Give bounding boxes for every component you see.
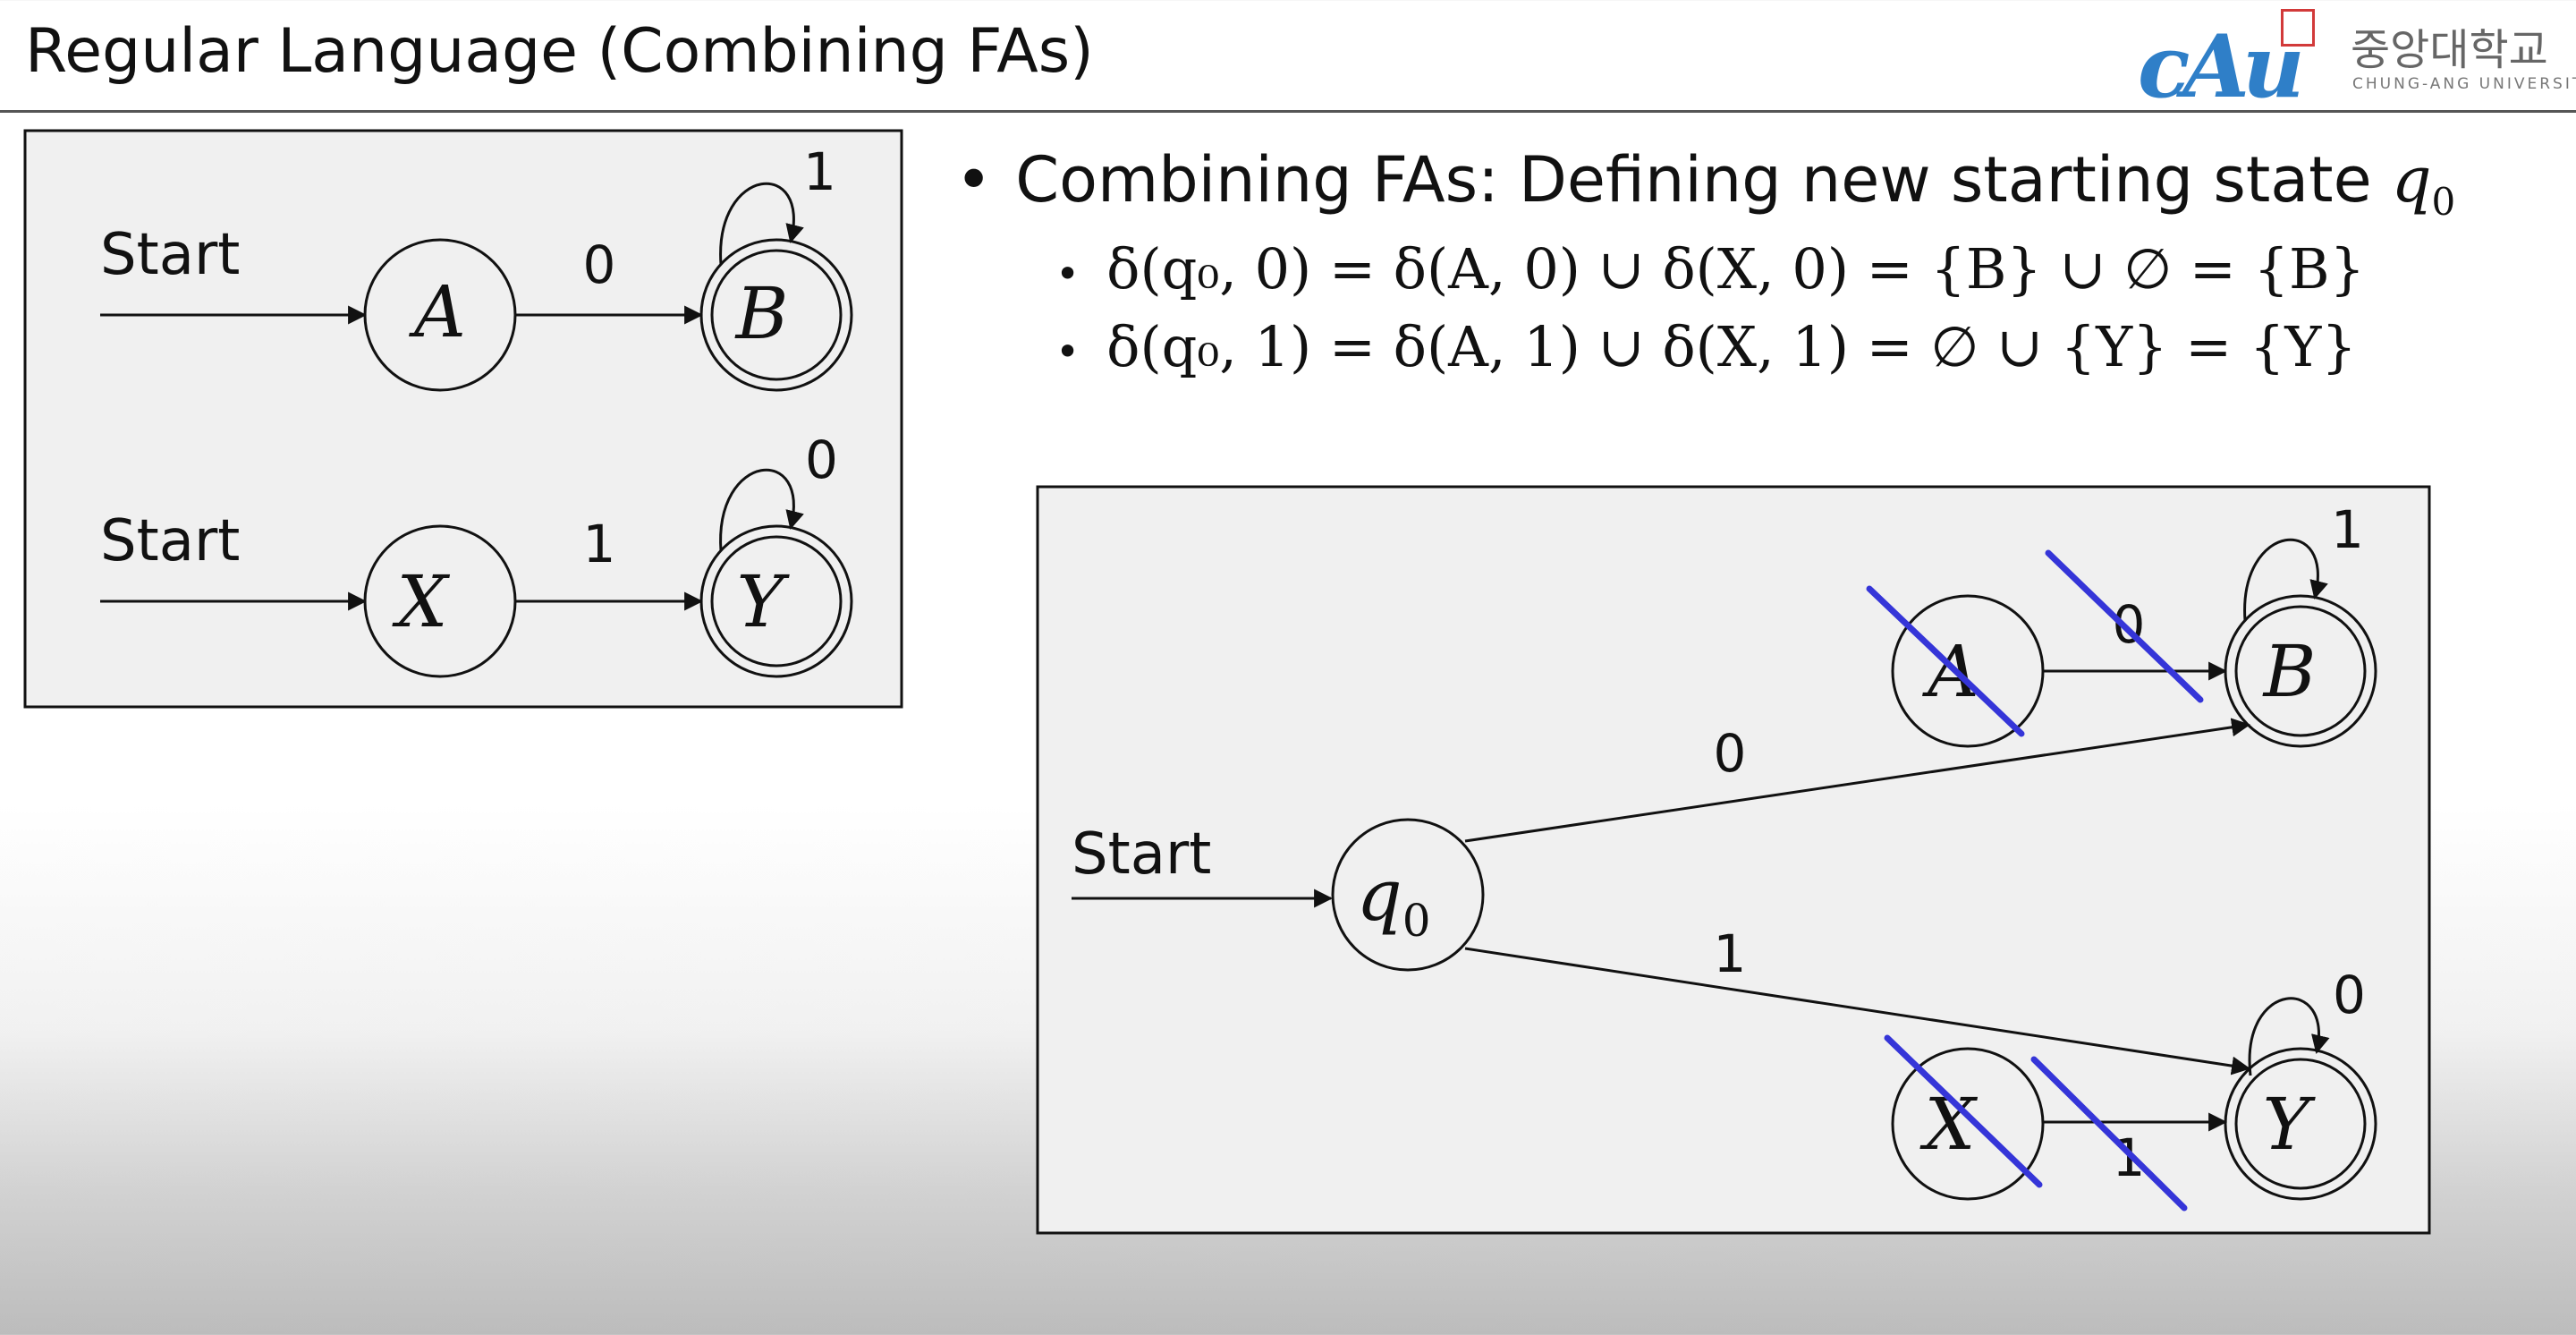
state-a-label: A <box>408 270 466 353</box>
state-y-accept-ring <box>2234 1058 2367 1190</box>
main-bullet: • Combining FAs: Defining new starting s… <box>955 143 2556 224</box>
y-self-loop <box>2248 997 2330 1076</box>
strike-marks <box>1866 549 2204 1212</box>
fa1-start-label: Start <box>100 222 240 288</box>
title-divider <box>0 110 2576 113</box>
y-self-loop-label: 0 <box>805 429 838 490</box>
main-bullet-symbol: q0 <box>2391 143 2456 224</box>
equation-bullet-0: • δ(q₀, 0) = δ(A, 0) ∪ δ(X, 0) = {B} ∪ ∅… <box>1055 236 2556 302</box>
y-self-loop <box>719 468 804 552</box>
state-b-accept-ring <box>2234 605 2367 737</box>
right-diagram-frame <box>1036 485 2431 1235</box>
university-logo: cAu 중앙대학교 CHUNG-ANG UNIVERSITY <box>2138 0 2576 117</box>
b-self-loop-label: 1 <box>2331 499 2364 560</box>
left-diagram-frame <box>23 129 903 709</box>
state-x <box>1891 1047 2045 1201</box>
page-title: Regular Language (Combining FAs) <box>25 16 1094 87</box>
combined-start-label: Start <box>1072 821 1211 888</box>
strike-state-x <box>1884 1034 2043 1188</box>
equation-bullet-1: • δ(q₀, 1) = δ(A, 1) ∪ δ(X, 1) = ∅ ∪ {Y}… <box>1055 314 2556 379</box>
bullet-dot: • <box>955 143 993 217</box>
logo-wordmark: cAu <box>2138 16 2305 117</box>
state-y <box>699 524 853 678</box>
fa2-start-label: Start <box>100 508 240 574</box>
main-bullet-text: Combining FAs: Defining new starting sta… <box>1015 143 2372 217</box>
y-self-loop-label: 0 <box>2333 965 2366 1025</box>
sub-bullet-dot: • <box>1055 250 1080 298</box>
state-b-label: B <box>2262 630 2317 713</box>
q0-to-y-transition <box>1464 947 2251 1076</box>
state-x-label: X <box>392 560 451 643</box>
strike-x-to-y <box>2030 1056 2188 1212</box>
x-to-y-label: 1 <box>583 514 616 574</box>
a-to-b-label: 0 <box>583 234 616 295</box>
b-self-loop-label: 1 <box>803 141 836 202</box>
state-b <box>2224 594 2377 748</box>
strike-state-a <box>1866 585 2025 737</box>
combined-fa-diagram: Start q0 0 1 A 0 B 1 X 1 Y 0 <box>1036 485 2431 1235</box>
logo-korean-name: 중앙대학교 <box>2351 25 2548 75</box>
separate-fas-diagram: Start A 0 B 1 Start X 1 Y 0 <box>23 129 903 709</box>
state-y-label: Y <box>737 560 791 643</box>
strike-a-to-b <box>2045 549 2204 703</box>
q0-to-b-transition <box>1464 718 2251 843</box>
equation-1: δ(q₀, 1) = δ(A, 1) ∪ δ(X, 1) = ∅ ∪ {Y} =… <box>1106 314 2357 379</box>
logo-mark <box>2281 9 2315 47</box>
state-y <box>2224 1047 2377 1201</box>
state-y-accept-ring <box>710 535 843 668</box>
b-self-loop <box>719 182 804 266</box>
logo-english-name: CHUNG-ANG UNIVERSITY <box>2352 75 2576 93</box>
x-to-y-label: 1 <box>2113 1127 2146 1188</box>
equation-0: δ(q₀, 0) = δ(A, 0) ∪ δ(X, 0) = {B} ∪ ∅ =… <box>1106 236 2366 302</box>
q0-to-b-label: 0 <box>1714 723 1747 784</box>
state-q0-label: q0 <box>1356 854 1430 947</box>
state-b-accept-ring <box>710 249 843 381</box>
b-self-loop <box>2243 538 2328 622</box>
bullet-list: • Combining FAs: Defining new starting s… <box>955 143 2556 379</box>
state-q0 <box>1331 818 1485 972</box>
state-b-label: B <box>734 272 789 355</box>
state-b <box>699 238 853 392</box>
state-y-label: Y <box>2263 1083 2317 1166</box>
sub-bullet-dot: • <box>1055 327 1080 376</box>
q0-to-y-label: 1 <box>1714 923 1747 984</box>
